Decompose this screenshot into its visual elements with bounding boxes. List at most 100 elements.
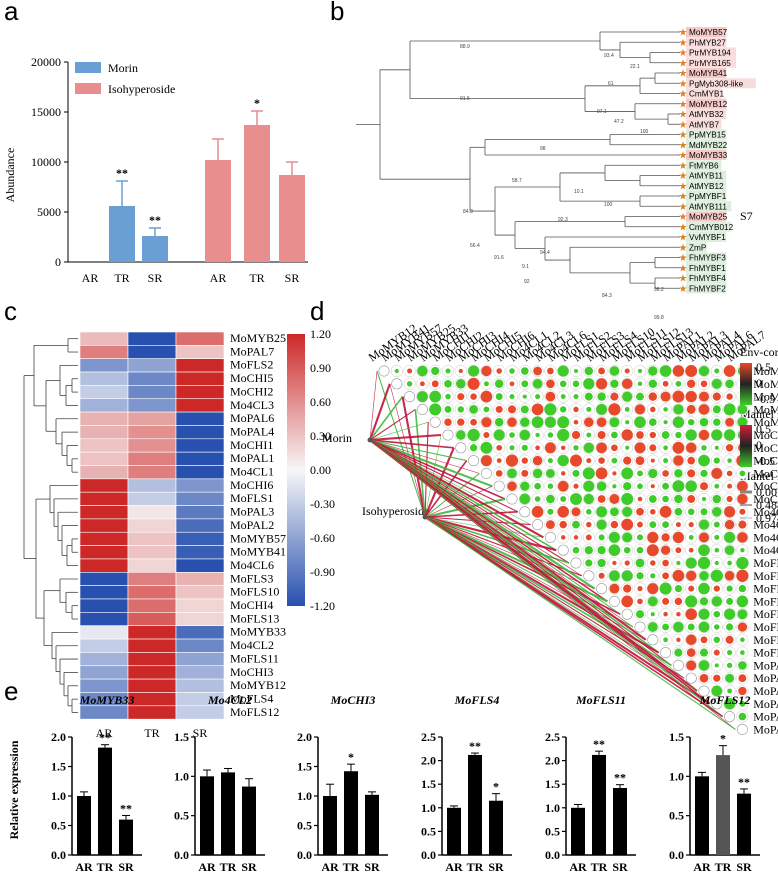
y-tick-label: 0.0 [421,848,436,862]
correlation-dot [547,367,554,375]
correlation-dot [584,392,593,401]
correlation-dot [521,457,528,464]
correlation-dot [637,368,643,374]
heatmap-cell [175,531,225,546]
correlation-dot [672,531,684,543]
row-label: Mo4CL3 [230,398,274,412]
scale-tick-label: 0.00 [310,463,331,477]
correlation-dot [726,662,733,669]
bar [695,776,709,855]
correlation-dot [685,595,698,608]
correlation-dot [586,432,592,438]
x-tick-label: AR [75,860,93,874]
significance-mark: * [348,750,354,764]
correlation-dot [481,417,492,428]
significance-mark: ** [120,801,132,815]
leaf-highlight [686,37,727,48]
heatmap-cell [127,345,177,360]
x-tick-label: TR [114,271,129,285]
correlation-dot [699,648,709,657]
bar [109,206,135,262]
y-tick-label: 1.0 [545,801,560,815]
correlation-dot [725,635,734,644]
correlation-cell [672,659,684,671]
bar [716,755,730,855]
correlation-dot [458,368,463,374]
correlation-dot [509,445,515,451]
correlation-dot [609,417,620,428]
correlation-dot [623,456,632,465]
mantel-link [369,439,557,551]
bootstrap-value: 97.1 [597,109,607,115]
correlation-dot [647,596,658,607]
correlation-dot [650,560,656,566]
correlation-dot [637,521,643,528]
correlation-dot [726,597,734,605]
correlation-dot [740,637,745,643]
correlation-dot [560,394,566,400]
star-icon: ★ [679,28,688,39]
correlation-dot [531,416,544,429]
star-icon: ★ [679,171,688,182]
mantel-link [414,409,426,518]
heatmap-cell [79,398,129,413]
heatmap-cell [127,545,177,560]
correlation-dot [611,457,618,464]
correlation-dot [534,496,541,502]
node-label-morin: Morin [322,431,352,445]
leaf-highlight [686,68,727,78]
env-cor-tick: 0 [756,376,762,390]
y-tick-label: 0 [55,255,61,269]
correlation-dot [560,496,567,502]
correlation-cell [570,557,582,569]
correlation-dot [573,394,579,400]
row-label: MoPAL6 [230,411,274,425]
leaf-label: FhMYBF3 [689,254,726,263]
correlation-dot [697,556,711,570]
star-icon: ★ [679,38,688,49]
correlation-dot [596,519,607,530]
leaf-highlight [686,283,727,294]
mantel-link [369,439,519,513]
heatmap-cell [127,411,177,426]
y-tick-label: 20000 [31,55,61,69]
heatmap-cell [79,625,129,640]
mantel-link [369,421,429,441]
correlation-dot [663,420,668,425]
correlation-dot [608,403,621,416]
bootstrap-value: 47.2 [614,119,624,125]
heatmap-cell [175,505,225,520]
correlation-dot [610,520,619,529]
heatmap-cell [175,585,225,600]
heatmap-cell [127,558,177,573]
correlation-dot [624,368,630,374]
x-tick-label: SR [241,860,257,874]
bar [119,819,133,855]
leaf-highlight [686,109,727,119]
correlation-dot [431,380,439,388]
bootstrap-value: 10.1 [574,189,584,195]
correlation-dot [713,674,721,682]
node-morin [367,437,373,443]
y-tick-label: 10000 [31,155,61,169]
correlation-dot [547,508,554,515]
correlation-dot [634,416,646,428]
correlation-dot [714,445,719,450]
leaf-label: AtMYB11 [689,172,723,181]
correlation-dot [585,534,592,541]
correlation-dot [455,430,466,440]
mantel-link [424,516,724,718]
correlation-dot [662,521,669,528]
leaf-highlight [686,211,727,222]
correlation-dot [673,404,684,415]
y-tick-label: 1.5 [669,730,684,744]
heatmap-cell [79,331,129,346]
y-tick-label: 1.5 [545,777,560,791]
correlation-dot [531,506,544,518]
heatmap-cell [127,505,177,520]
heatmap-cell [79,678,129,693]
chart-title: MoFLS12 [699,693,751,707]
correlation-dot [675,380,682,387]
correlation-dot [571,430,581,440]
correlation-dot [546,379,555,389]
